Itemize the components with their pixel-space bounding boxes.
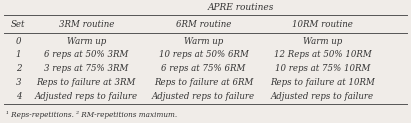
Text: 3: 3 (16, 78, 21, 87)
Text: Warm up: Warm up (184, 37, 223, 46)
Text: Reps to failure at 6RM: Reps to failure at 6RM (154, 78, 253, 87)
Text: 2: 2 (16, 64, 21, 73)
Text: Warm up: Warm up (303, 37, 342, 46)
Text: Adjusted reps to failure: Adjusted reps to failure (152, 92, 255, 101)
Text: Adjusted reps to failure: Adjusted reps to failure (35, 92, 138, 101)
Text: 3 reps at 75% 3RM: 3 reps at 75% 3RM (44, 64, 129, 73)
Text: 6RM routine: 6RM routine (176, 20, 231, 29)
Text: 12 Reps at 50% 10RM: 12 Reps at 50% 10RM (274, 50, 372, 59)
Text: Set: Set (11, 20, 26, 29)
Text: 10 reps at 75% 10RM: 10 reps at 75% 10RM (275, 64, 370, 73)
Text: 10RM routine: 10RM routine (292, 20, 353, 29)
Text: 10 reps at 50% 6RM: 10 reps at 50% 6RM (159, 50, 248, 59)
Text: 3RM routine: 3RM routine (59, 20, 114, 29)
Text: ¹ Reps-repetitions. ² RM-repetitions maximum.: ¹ Reps-repetitions. ² RM-repetitions max… (6, 111, 177, 119)
Text: 0: 0 (16, 37, 21, 46)
Text: Adjusted reps to failure: Adjusted reps to failure (271, 92, 374, 101)
Text: 4: 4 (16, 92, 21, 101)
Text: Reps to failure at 10RM: Reps to failure at 10RM (270, 78, 375, 87)
Text: 6 reps at 75% 6RM: 6 reps at 75% 6RM (161, 64, 246, 73)
Text: 6 reps at 50% 3RM: 6 reps at 50% 3RM (44, 50, 129, 59)
Text: 1: 1 (16, 50, 21, 59)
Text: APRE routines: APRE routines (207, 3, 274, 13)
Text: Reps to failure at 3RM: Reps to failure at 3RM (37, 78, 136, 87)
Text: Warm up: Warm up (67, 37, 106, 46)
